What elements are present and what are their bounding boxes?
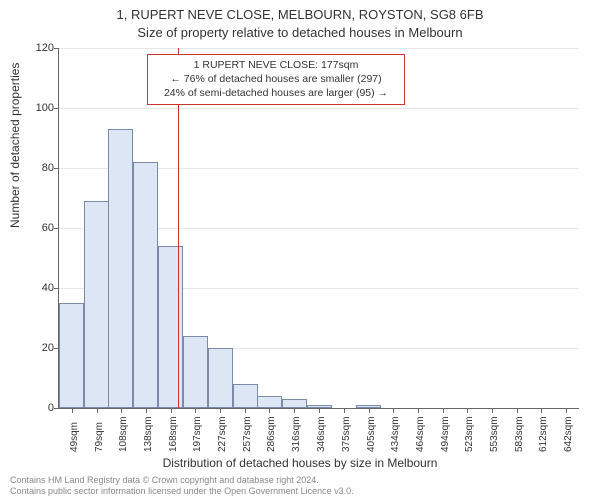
histogram-bar <box>257 396 282 408</box>
histogram-bar <box>108 129 133 408</box>
x-axis-title: Distribution of detached houses by size … <box>0 456 600 470</box>
chart-title: 1, RUPERT NEVE CLOSE, MELBOURN, ROYSTON,… <box>0 0 600 41</box>
histogram-bar <box>59 303 84 408</box>
x-tick <box>566 408 567 413</box>
y-tick <box>54 108 59 109</box>
y-tick <box>54 48 59 49</box>
x-tick-label: 138sqm <box>143 416 154 452</box>
y-tick-label: 80 <box>24 162 54 174</box>
x-tick-label: 108sqm <box>118 416 129 452</box>
x-tick-label: 405sqm <box>366 416 377 452</box>
footer-line-1: Contains HM Land Registry data © Crown c… <box>10 475 354 485</box>
x-tick <box>72 408 73 413</box>
x-tick <box>319 408 320 413</box>
x-tick <box>195 408 196 413</box>
x-tick-label: 612sqm <box>538 416 549 452</box>
footer-attribution: Contains HM Land Registry data © Crown c… <box>10 475 354 496</box>
x-tick <box>294 408 295 413</box>
y-tick-label: 60 <box>24 222 54 234</box>
x-tick-label: 553sqm <box>489 416 500 452</box>
x-tick-label: 49sqm <box>69 422 80 452</box>
subtitle-line: Size of property relative to detached ho… <box>0 24 600 42</box>
x-tick <box>369 408 370 413</box>
x-tick-label: 346sqm <box>316 416 327 452</box>
chart-container: 1, RUPERT NEVE CLOSE, MELBOURN, ROYSTON,… <box>0 0 600 500</box>
x-tick-label: 227sqm <box>217 416 228 452</box>
x-tick <box>245 408 246 413</box>
x-tick <box>97 408 98 413</box>
x-tick <box>492 408 493 413</box>
annotation-box: 1 RUPERT NEVE CLOSE: 177sqm ← 76% of det… <box>147 54 405 105</box>
y-tick <box>54 168 59 169</box>
y-tick-label: 20 <box>24 342 54 354</box>
x-tick <box>393 408 394 413</box>
x-tick-label: 464sqm <box>415 416 426 452</box>
grid-line <box>59 108 579 109</box>
x-tick <box>171 408 172 413</box>
x-tick <box>121 408 122 413</box>
x-tick <box>146 408 147 413</box>
y-tick-label: 100 <box>24 102 54 114</box>
y-tick-label: 0 <box>24 402 54 414</box>
y-tick <box>54 288 59 289</box>
x-tick-label: 523sqm <box>464 416 475 452</box>
annotation-line-2: ← 76% of detached houses are smaller (29… <box>154 72 398 86</box>
plot-area: 1 RUPERT NEVE CLOSE: 177sqm ← 76% of det… <box>58 48 579 409</box>
x-tick <box>344 408 345 413</box>
grid-line <box>59 48 579 49</box>
histogram-bar <box>208 348 233 408</box>
x-tick <box>443 408 444 413</box>
y-tick-label: 120 <box>24 42 54 54</box>
x-tick <box>467 408 468 413</box>
x-tick <box>541 408 542 413</box>
footer-line-2: Contains public sector information licen… <box>10 486 354 496</box>
x-tick <box>220 408 221 413</box>
histogram-bar <box>282 399 307 408</box>
y-tick <box>54 228 59 229</box>
x-tick <box>269 408 270 413</box>
x-tick-label: 494sqm <box>440 416 451 452</box>
x-tick-label: 642sqm <box>563 416 574 452</box>
y-axis-title: Number of detached properties <box>8 63 22 228</box>
x-tick-label: 79sqm <box>94 422 105 452</box>
address-line: 1, RUPERT NEVE CLOSE, MELBOURN, ROYSTON,… <box>0 6 600 24</box>
x-tick-label: 197sqm <box>192 416 203 452</box>
histogram-bar <box>133 162 158 408</box>
x-tick-label: 375sqm <box>341 416 352 452</box>
histogram-bar <box>233 384 258 408</box>
y-tick <box>54 408 59 409</box>
x-tick-label: 257sqm <box>242 416 253 452</box>
annotation-line-3: 24% of semi-detached houses are larger (… <box>154 86 398 100</box>
x-tick <box>418 408 419 413</box>
histogram-bar <box>183 336 208 408</box>
histogram-bar <box>84 201 109 408</box>
x-tick <box>517 408 518 413</box>
x-tick-label: 583sqm <box>514 416 525 452</box>
x-tick-label: 434sqm <box>390 416 401 452</box>
annotation-line-1: 1 RUPERT NEVE CLOSE: 177sqm <box>154 58 398 72</box>
y-tick-label: 40 <box>24 282 54 294</box>
x-tick-label: 286sqm <box>266 416 277 452</box>
histogram-bar <box>158 246 183 408</box>
x-tick-label: 168sqm <box>168 416 179 452</box>
x-tick-label: 316sqm <box>291 416 302 452</box>
